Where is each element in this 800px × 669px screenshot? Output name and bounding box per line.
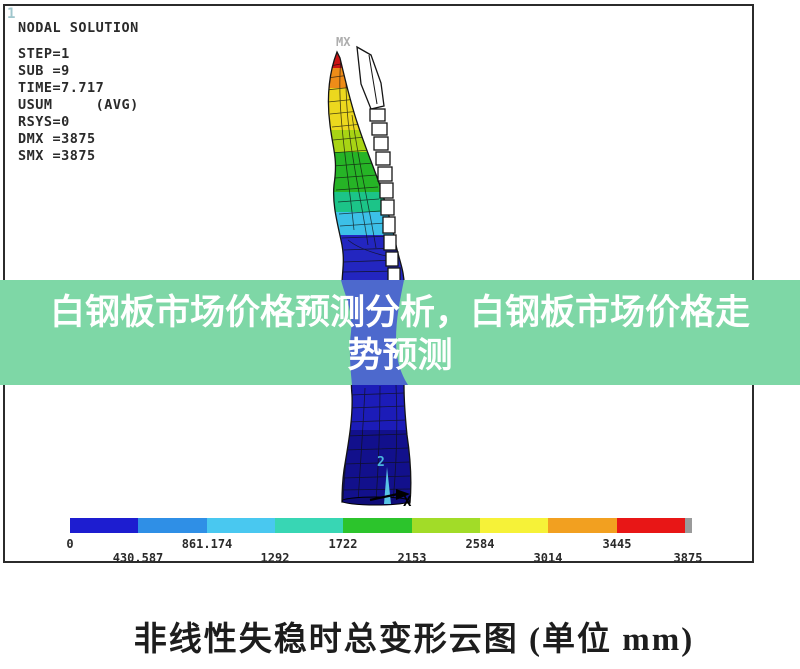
legend-segment xyxy=(411,518,480,533)
contour-legend-colorbar xyxy=(70,518,692,533)
legend-value: 430.587 xyxy=(112,551,164,565)
legend-value: 1292 xyxy=(260,551,290,565)
legend-segment xyxy=(274,518,344,533)
column-seen-through-banner xyxy=(341,280,408,385)
info-line: USUM (AVG) xyxy=(18,97,139,113)
legend-value: 3875 xyxy=(673,551,703,565)
info-line: SMX =3875 xyxy=(18,148,96,164)
legend-end-cap xyxy=(684,518,692,533)
legend-value: 0 xyxy=(66,537,74,551)
legend-value: 861.174 xyxy=(181,537,233,551)
info-line: DMX =3875 xyxy=(18,131,96,147)
figure-caption: 非线性失稳时总变形云图 (单位 mm) xyxy=(133,622,695,658)
max-displacement-marker: MX xyxy=(336,35,351,49)
legend-segment xyxy=(616,518,685,533)
legend-value: 2153 xyxy=(397,551,427,565)
legend-value: 2584 xyxy=(465,537,495,551)
triad-axis-x-label: X xyxy=(403,494,412,510)
legend-value: 1722 xyxy=(328,537,358,551)
banner-title: 白钢板市场价格预测分析，白钢板市场价格走 势预测 xyxy=(0,280,800,385)
info-line: TIME=7.717 xyxy=(18,80,105,96)
undeformed-wireframe xyxy=(356,45,401,282)
window-number-label: 1 xyxy=(7,6,16,22)
info-line: RSYS=0 xyxy=(18,114,70,130)
legend-segment xyxy=(206,518,275,533)
article-title-banner: 白钢板市场价格预测分析，白钢板市场价格走 势预测 xyxy=(0,280,800,385)
info-line: NODAL SOLUTION xyxy=(18,20,139,36)
banner-title-line2: 势预测 xyxy=(347,335,453,375)
legend-segment xyxy=(70,518,139,533)
legend-segment xyxy=(548,518,617,533)
legend-value: 3445 xyxy=(602,537,632,551)
legend-value: 3014 xyxy=(533,551,563,565)
legend-segment xyxy=(479,518,549,533)
solution-info-block: NODAL SOLUTION STEP=1 SUB =9 TIME=7.717 … xyxy=(18,20,139,165)
info-line: SUB =9 xyxy=(18,63,70,79)
legend-segment xyxy=(138,518,207,533)
info-line: STEP=1 xyxy=(18,46,70,62)
legend-segment xyxy=(343,518,412,533)
triad-axis-2-label: 2 xyxy=(377,455,385,470)
column-base xyxy=(341,496,411,506)
banner-title-line1: 白钢板市场价格预测分析，白钢板市场价格走 xyxy=(49,292,750,332)
coordinate-triad: 2 X xyxy=(369,455,412,510)
